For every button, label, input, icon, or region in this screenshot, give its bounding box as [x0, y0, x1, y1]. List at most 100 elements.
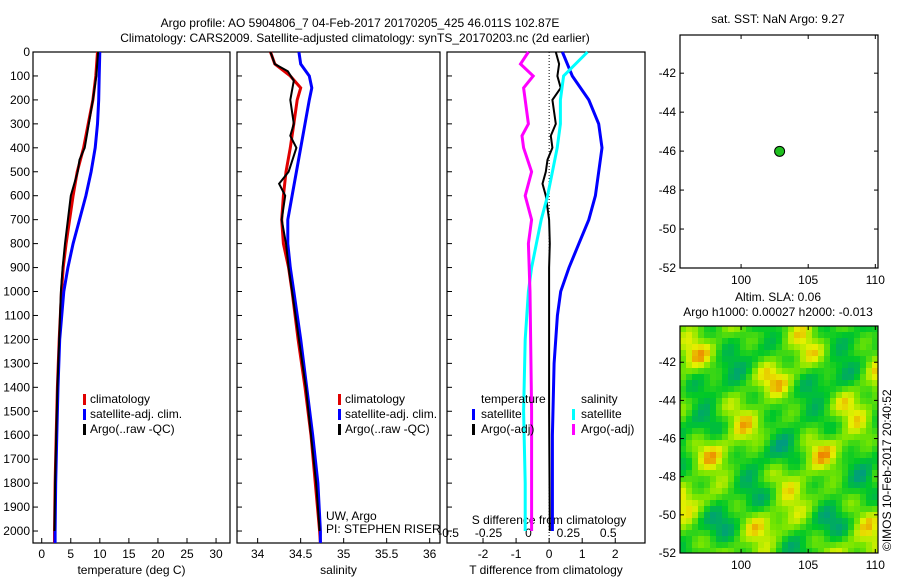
sla-cell [824, 506, 830, 512]
sla-cell [794, 422, 800, 428]
sla-cell [848, 512, 854, 518]
sla-cell [770, 422, 776, 428]
sla-cell [716, 530, 722, 536]
sla-cell [692, 518, 698, 524]
sla-cell [836, 482, 842, 488]
legend-label: climatology [345, 392, 405, 406]
sla-cell [788, 332, 794, 338]
sla-cell [680, 368, 686, 374]
sla-cell [872, 518, 878, 524]
depth-tick-label: 600 [10, 189, 30, 203]
sla-cell [680, 416, 686, 422]
sla-cell [686, 440, 692, 446]
sla-cell [854, 344, 860, 350]
sla-cell [782, 548, 788, 553]
sla-cell [704, 422, 710, 428]
legend-swatch [338, 424, 341, 435]
sla-cell [860, 410, 866, 416]
sla-cell [872, 446, 878, 452]
sla-cell [848, 446, 854, 452]
sla-cell [764, 428, 770, 434]
sla-cell [704, 512, 710, 518]
sla-cell [770, 368, 776, 374]
sla-cell [728, 506, 734, 512]
sla-cell [686, 404, 692, 410]
x-tick-label: 36 [423, 547, 437, 561]
sla-cell [740, 374, 746, 380]
sla-cell [806, 518, 812, 524]
sla-cell [848, 506, 854, 512]
sla-cell [854, 380, 860, 386]
sla-cell [710, 536, 716, 542]
sla-cell [818, 434, 824, 440]
sla-cell [836, 356, 842, 362]
sla-cell [764, 440, 770, 446]
depth-tick-label: 900 [10, 261, 30, 275]
sla-cell [830, 410, 836, 416]
sla-cell [824, 458, 830, 464]
sla-cell [710, 482, 716, 488]
sla-cell [740, 440, 746, 446]
sla-cell [782, 494, 788, 500]
sla-cell [872, 494, 878, 500]
sla-cell [794, 470, 800, 476]
sla-cell [842, 446, 848, 452]
lon-tick-label: 100 [731, 558, 751, 572]
sla-cell [734, 350, 740, 356]
sla-cell [866, 398, 872, 404]
sla-cell [794, 482, 800, 488]
sla-cell [764, 470, 770, 476]
lon-tick-label: 105 [798, 558, 818, 572]
sla-cell [842, 362, 848, 368]
sla-cell [842, 524, 848, 530]
sla-cell [836, 440, 842, 446]
sla-cell [830, 530, 836, 536]
sla-cell [692, 506, 698, 512]
sla-cell [716, 506, 722, 512]
s-tick-label: 0.5 [600, 526, 617, 540]
sla-cell [692, 374, 698, 380]
sla-cell [764, 518, 770, 524]
sla-cell [854, 470, 860, 476]
sla-cell [692, 422, 698, 428]
sla-cell [686, 500, 692, 506]
sla-cell [680, 548, 686, 553]
sla-cell [722, 422, 728, 428]
sla-cell [740, 452, 746, 458]
sla-cell [764, 476, 770, 482]
depth-tick-label: 700 [10, 213, 30, 227]
sla-cell [746, 548, 752, 553]
sla-cell [830, 548, 836, 553]
sla-cell [806, 512, 812, 518]
sla-cell [746, 380, 752, 386]
depth-tick-label: 1600 [3, 428, 30, 442]
sla-cell [710, 506, 716, 512]
sla-cell [734, 344, 740, 350]
sla-cell [842, 518, 848, 524]
lat-tick-label: -48 [659, 183, 677, 197]
sla-cell [746, 440, 752, 446]
x-tick-label: 35.5 [375, 547, 399, 561]
sla-cell [692, 476, 698, 482]
sla-cell [788, 494, 794, 500]
sla-cell [800, 512, 806, 518]
sla-cell [788, 350, 794, 356]
sla-cell [782, 338, 788, 344]
sla-cell [698, 380, 704, 386]
sla-cell [872, 362, 878, 368]
sla-cell [842, 350, 848, 356]
sla-cell [854, 494, 860, 500]
sla-cell [758, 386, 764, 392]
legend-swatch [83, 424, 86, 435]
sla-cell [872, 374, 878, 380]
sla-cell [794, 452, 800, 458]
sla-cell [752, 536, 758, 542]
sla-cell [728, 536, 734, 542]
sla-cell [758, 374, 764, 380]
sla-cell [830, 494, 836, 500]
sla-cell [794, 440, 800, 446]
sla-cell [782, 452, 788, 458]
sla-cell [800, 386, 806, 392]
sla-cell [746, 416, 752, 422]
sla-cell [692, 470, 698, 476]
